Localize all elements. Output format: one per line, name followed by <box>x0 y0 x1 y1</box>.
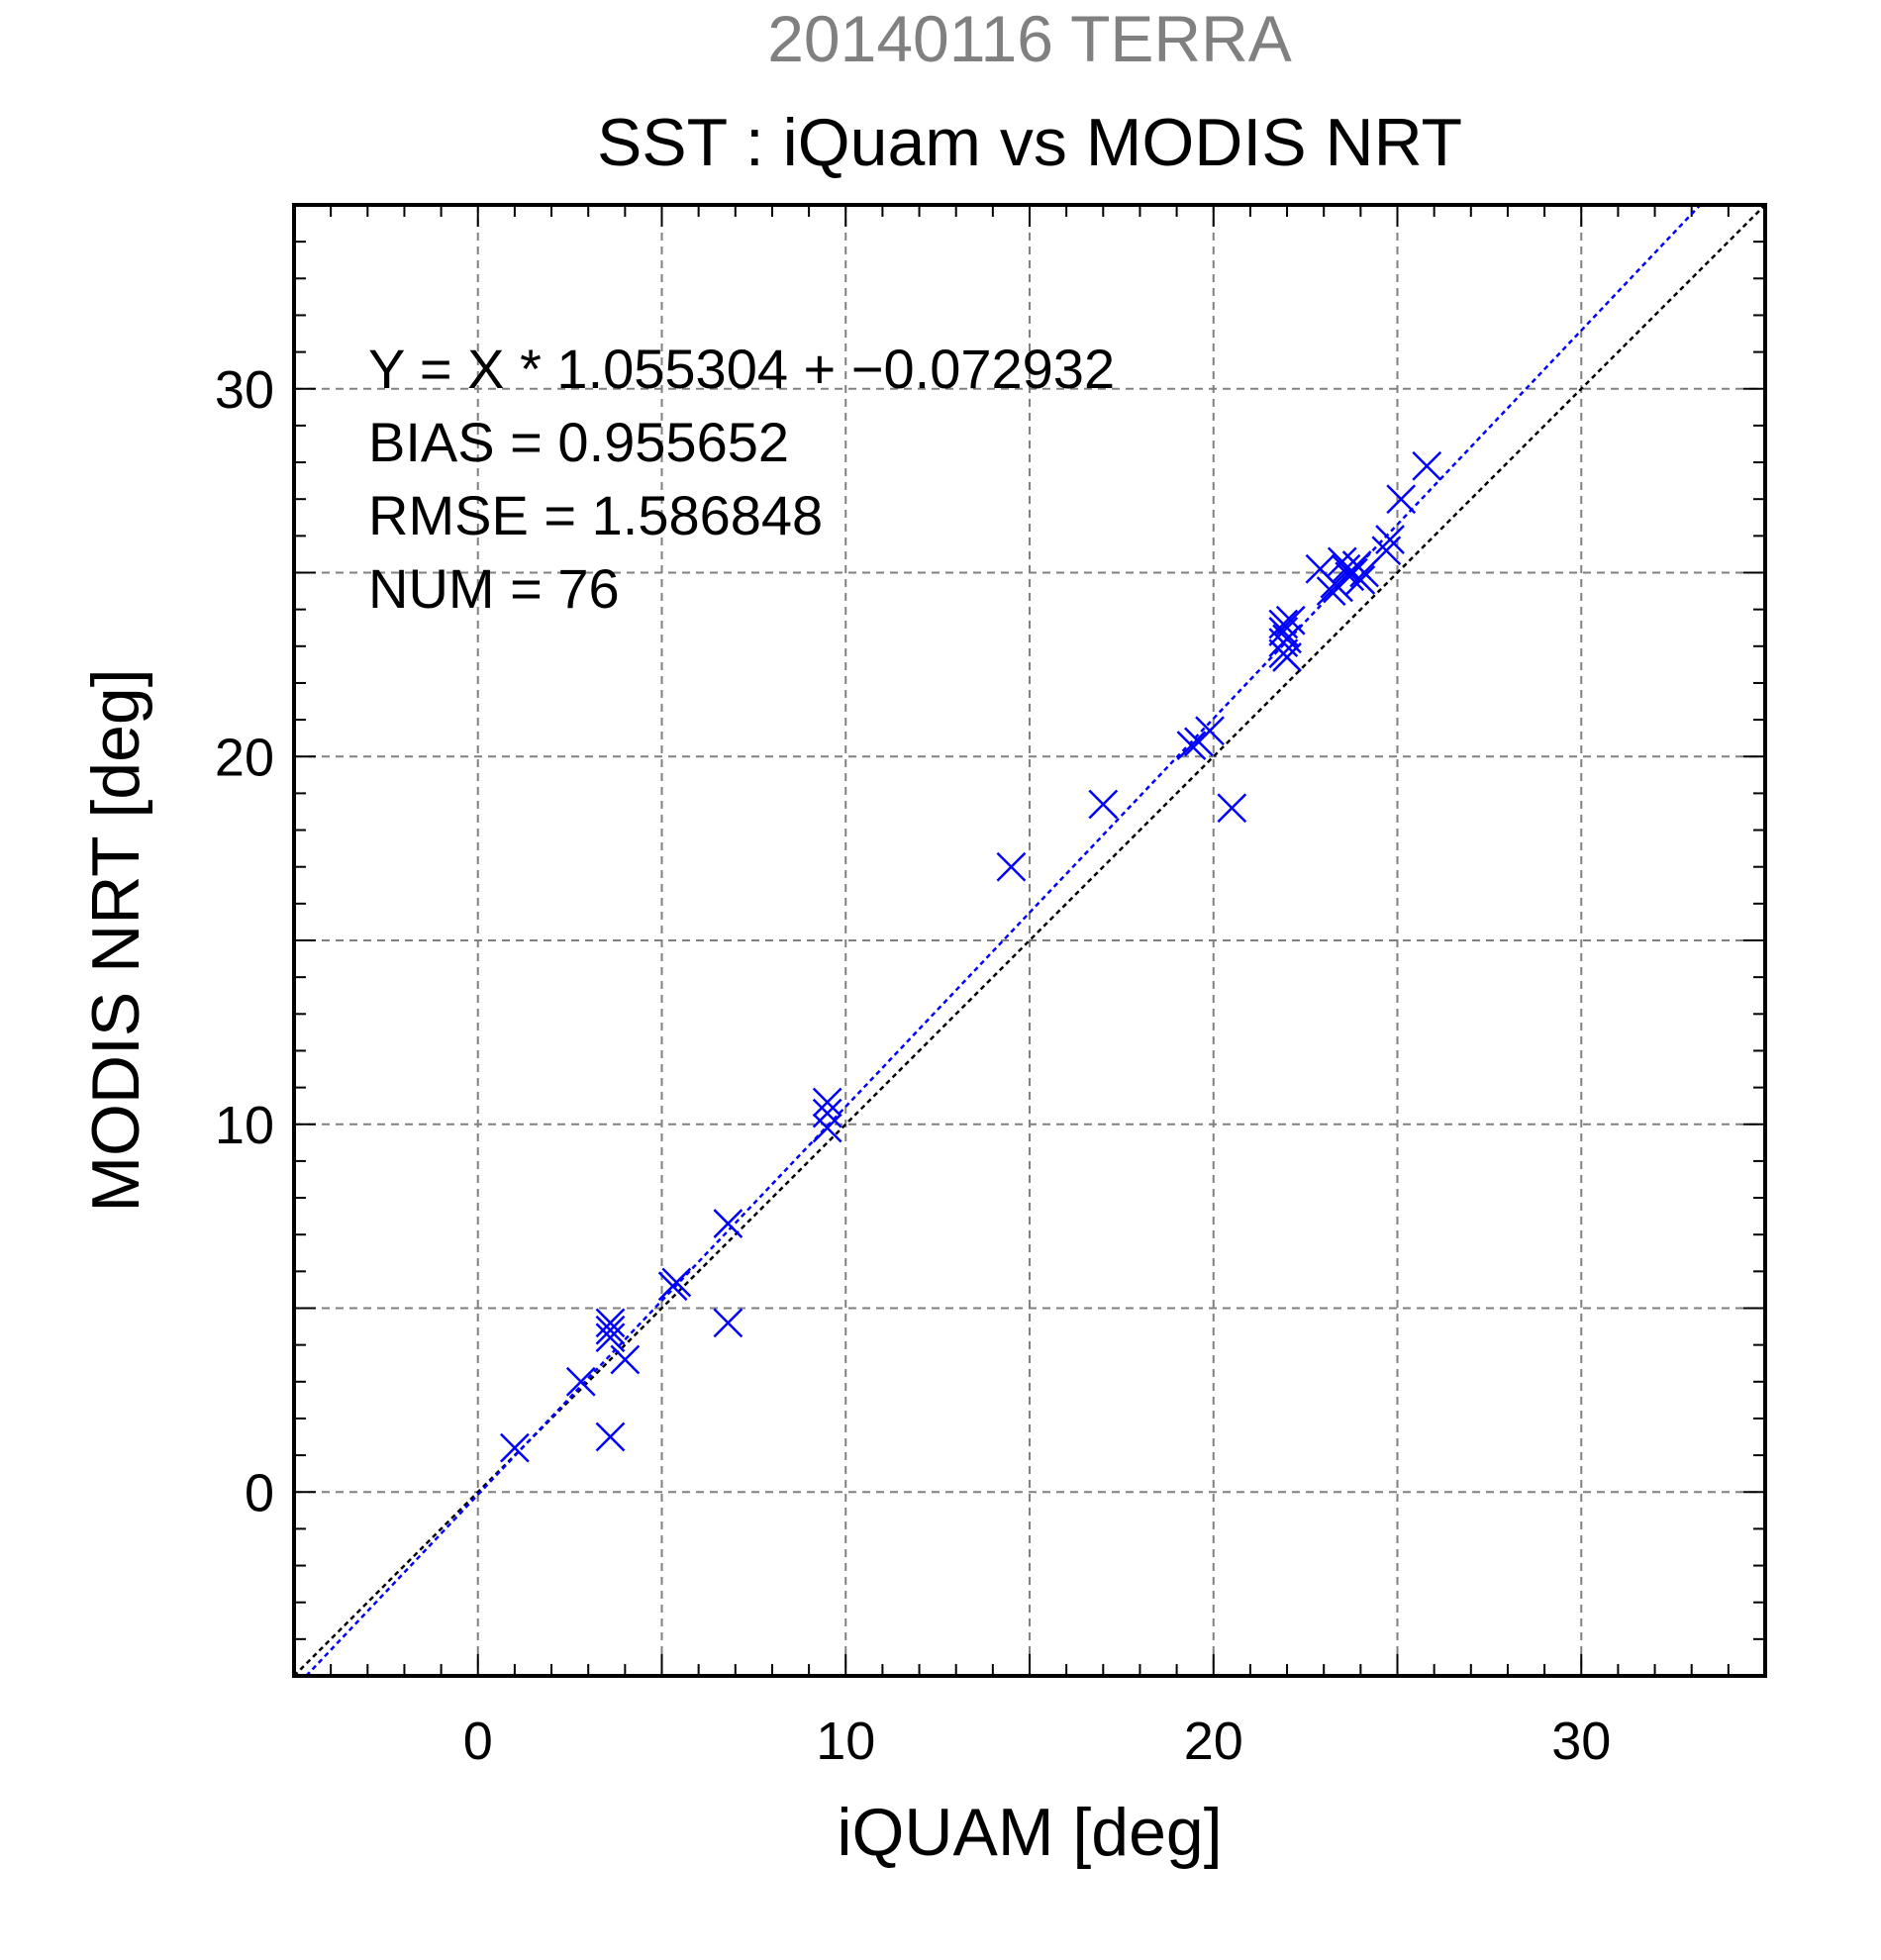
data-point-stroke <box>1305 553 1336 584</box>
data-point-stroke <box>1375 525 1405 554</box>
data-point-stroke <box>595 1421 626 1452</box>
data-point <box>595 1421 626 1452</box>
reference-lines <box>294 205 1765 1676</box>
plot-frame <box>292 203 1767 1678</box>
stat-num: NUM = 76 <box>368 557 620 620</box>
data-point-stroke <box>1316 576 1346 606</box>
stat-bias: BIAS = 0.955652 <box>368 411 789 473</box>
x-tick-label: 20 <box>1184 1712 1243 1771</box>
grid <box>294 205 1765 1676</box>
data-point-stroke <box>1345 565 1376 595</box>
y-tick-labels: 0 10 20 30 <box>215 360 274 1523</box>
data-points <box>500 450 1442 1463</box>
fit-statistics: Y = X * 1.055304 + −0.072932 BIAS = 0.95… <box>368 338 1115 620</box>
y-tick-label: 10 <box>215 1096 274 1155</box>
data-point <box>1386 484 1417 515</box>
y-tick-label: 20 <box>215 728 274 787</box>
chart-title: SST : iQuam vs MODIS NRT <box>597 105 1462 180</box>
data-point-stroke <box>661 1267 692 1298</box>
data-point-stroke <box>565 1366 596 1397</box>
data-point <box>595 1308 626 1338</box>
data-point <box>812 1087 842 1118</box>
x-tick-label: 10 <box>816 1712 875 1771</box>
data-point-stroke <box>1088 789 1119 820</box>
x-axis-label: iQUAM [deg] <box>837 1795 1222 1870</box>
data-point-stroke <box>1275 605 1306 636</box>
data-point-stroke <box>812 1087 842 1118</box>
chart-supertitle: 20140116 TERRA <box>767 2 1292 75</box>
y-axis-label: MODIS NRT [deg] <box>78 668 153 1212</box>
data-point <box>1176 731 1207 760</box>
y-tick-label: 0 <box>245 1463 274 1522</box>
data-point <box>500 1432 530 1463</box>
data-point <box>812 1113 842 1143</box>
data-point-stroke <box>1217 793 1247 824</box>
data-point <box>610 1344 641 1375</box>
data-point <box>1371 536 1402 566</box>
data-point <box>812 1098 842 1128</box>
fit-line <box>304 205 1703 1676</box>
data-point <box>713 1209 743 1238</box>
data-point-stroke <box>812 1113 842 1143</box>
data-point-stroke <box>595 1315 626 1345</box>
data-point-stroke <box>713 1209 743 1238</box>
data-point-stroke <box>1331 553 1361 584</box>
y-tick-label: 30 <box>215 360 274 420</box>
data-point <box>996 851 1027 882</box>
data-point <box>1316 576 1346 606</box>
data-point <box>1217 793 1247 824</box>
data-point <box>1272 624 1302 654</box>
data-point-stroke <box>1386 484 1417 515</box>
data-point-stroke <box>713 1308 743 1338</box>
data-point <box>1088 789 1119 820</box>
data-point-stroke <box>1412 450 1442 481</box>
data-point-stroke <box>595 1308 626 1338</box>
data-point <box>1412 450 1442 481</box>
data-point-stroke <box>610 1344 641 1375</box>
data-point <box>713 1308 743 1338</box>
x-tick-label: 30 <box>1551 1712 1611 1771</box>
data-point <box>1331 553 1361 584</box>
x-tick-label: 0 <box>463 1712 493 1771</box>
data-point <box>661 1267 692 1298</box>
stat-rmse: RMSE = 1.586848 <box>368 484 823 546</box>
data-point <box>565 1366 596 1397</box>
data-point <box>595 1323 626 1353</box>
data-point-stroke <box>812 1098 842 1128</box>
data-point <box>595 1315 626 1345</box>
data-point-stroke <box>1176 731 1207 760</box>
data-point <box>1345 565 1376 595</box>
data-point-stroke <box>1371 536 1402 566</box>
data-point-stroke <box>1195 716 1225 746</box>
data-point-stroke <box>1272 624 1302 654</box>
data-point-stroke <box>595 1323 626 1353</box>
stat-equation: Y = X * 1.055304 + −0.072932 <box>368 338 1115 400</box>
data-point-stroke <box>500 1432 530 1463</box>
data-point <box>1275 605 1306 636</box>
data-point <box>1195 716 1225 746</box>
data-point <box>1375 525 1405 554</box>
data-point-stroke <box>1268 609 1299 639</box>
data-point-stroke <box>996 851 1027 882</box>
x-tick-labels: 0 10 20 30 <box>463 1712 1612 1771</box>
